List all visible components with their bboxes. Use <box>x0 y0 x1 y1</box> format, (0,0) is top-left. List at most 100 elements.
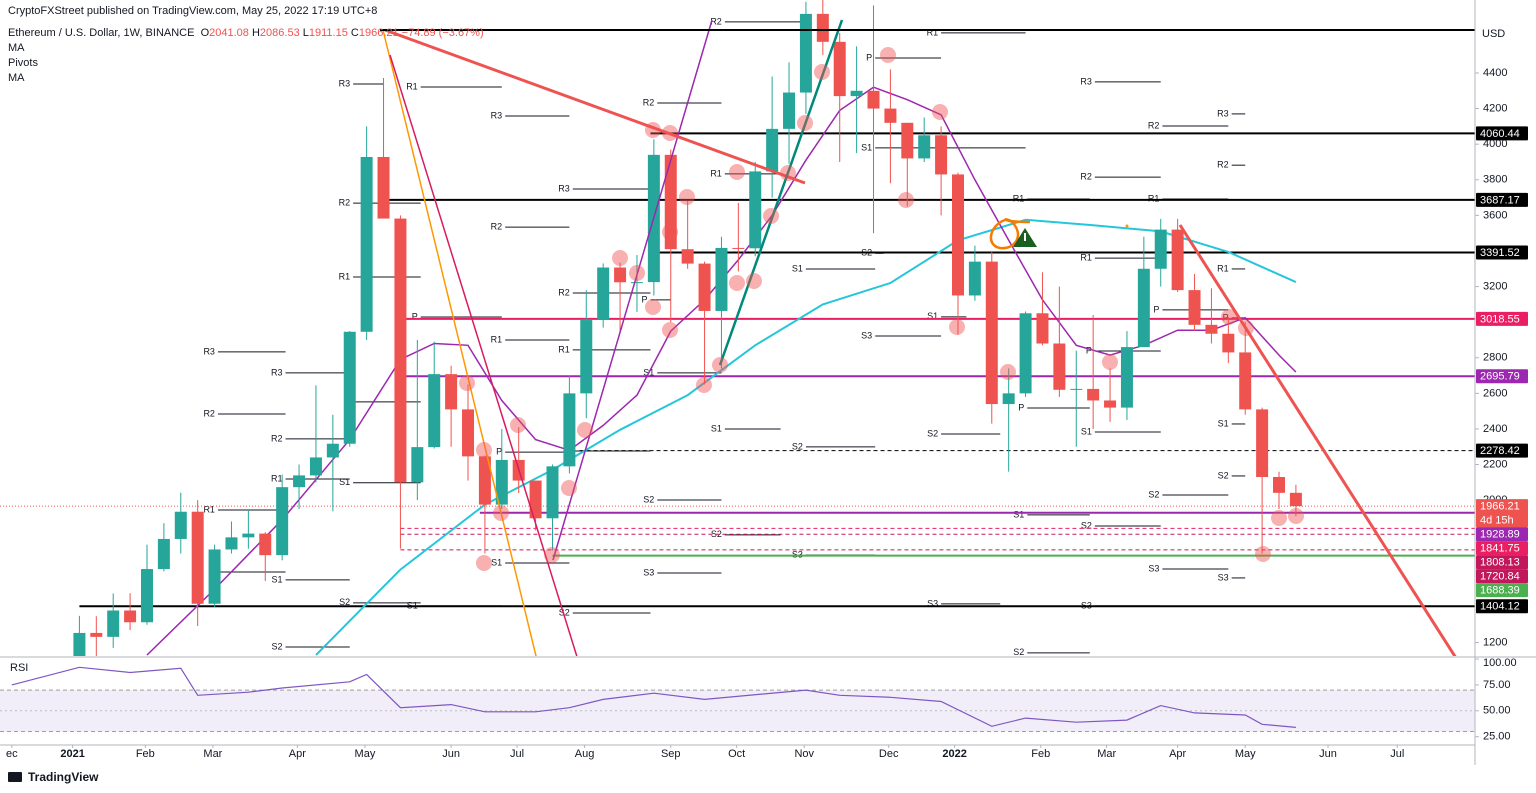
pivot-label: S2 <box>1013 647 1024 657</box>
markers <box>459 47 1304 571</box>
pivot-label: R3 <box>203 346 215 356</box>
x-tick-label: Jun <box>442 748 460 760</box>
pivot-label: P <box>412 311 418 321</box>
x-tick-label: Feb <box>136 748 155 760</box>
pivot-label: S1 <box>1218 418 1229 428</box>
pivot-label: S3 <box>643 567 654 577</box>
candle-body <box>107 610 120 637</box>
pivot-label: R2 <box>491 221 503 231</box>
pivot-label: R2 <box>339 197 351 207</box>
publisher: CryptoFXStreet published on TradingView.… <box>8 5 378 17</box>
brand-name: TradingView <box>28 770 99 784</box>
candle-body <box>563 393 576 467</box>
candle-body <box>1087 388 1100 401</box>
pivot-label: R3 <box>339 78 351 88</box>
pivot-label: S3 <box>1218 572 1229 582</box>
pivot-label: S2 <box>792 441 803 451</box>
candle-body <box>1002 393 1015 405</box>
pivot-label: P <box>866 52 872 62</box>
candle-body <box>73 632 86 656</box>
axes: 1200200022002400260028003200360038004000… <box>0 0 1536 765</box>
dot <box>1125 224 1129 228</box>
price-label-box <box>1476 499 1528 528</box>
pivot-label: R2 <box>710 16 722 26</box>
price-label-box <box>1476 126 1528 141</box>
pivot-label: R1 <box>406 81 418 91</box>
price-label: 1966.21 <box>1480 501 1520 513</box>
candle-body <box>445 374 458 410</box>
pivot-label: S2 <box>339 597 350 607</box>
candle-body <box>681 249 694 264</box>
pivot-label: R1 <box>271 473 283 483</box>
candle-body <box>495 459 508 505</box>
candle-body <box>1137 268 1150 348</box>
trendline <box>552 19 713 561</box>
candle-body <box>462 409 475 457</box>
legend: CryptoFXStreet published on TradingView.… <box>8 4 484 86</box>
pivot-label: R1 <box>1080 252 1092 262</box>
trendline <box>382 29 537 656</box>
countdown-label: 4d 15h <box>1480 515 1514 527</box>
pivot-label: R1 <box>1013 193 1025 203</box>
change: −74.89 (−3.67%) <box>401 27 484 39</box>
legend-entry: MA <box>8 42 25 54</box>
candle-body <box>546 466 559 519</box>
candle-body <box>614 267 627 283</box>
candle-body <box>1154 229 1167 269</box>
x-tick-label: Jul <box>1390 748 1404 760</box>
ohlc-key: C <box>350 27 359 39</box>
candle-body <box>478 456 491 505</box>
price-label: 3687.17 <box>1480 194 1520 206</box>
price-label-box <box>1476 245 1528 260</box>
rsi-line <box>11 666 1296 728</box>
rsi-title: RSI <box>10 662 28 674</box>
price-label-box <box>1476 527 1528 542</box>
x-tick-label: Mar <box>203 748 222 760</box>
y-tick-label: 3800 <box>1483 174 1507 186</box>
pivot-label: R2 <box>558 287 570 297</box>
pivot-label: S1 <box>927 311 938 321</box>
price-label: 1808.13 <box>1480 557 1520 569</box>
price-label-box <box>1476 555 1528 570</box>
trendline <box>718 19 844 366</box>
pivot-label: P <box>1223 312 1229 322</box>
candle-body <box>884 108 897 123</box>
candle-body <box>1205 324 1218 334</box>
price-label: 4060.44 <box>1480 128 1520 140</box>
symbol-row: Ethereum / U.S. Dollar, 1W, BINANCE O204… <box>8 26 484 41</box>
y-tick-label: 4000 <box>1483 138 1507 150</box>
price-label: 3018.55 <box>1480 313 1520 325</box>
candle-body <box>968 261 981 296</box>
x-tick-label: Mar <box>1097 748 1116 760</box>
pivot-label: R1 <box>491 334 503 344</box>
y-tick-label: 2200 <box>1483 458 1507 470</box>
x-tick-label: Apr <box>289 748 306 760</box>
price-label-box <box>1476 583 1528 598</box>
candle-body <box>698 263 711 311</box>
drawings <box>380 19 1475 656</box>
candle-body <box>783 92 796 129</box>
pivot-label: R2 <box>1080 171 1092 181</box>
pivot-label: S1 <box>1081 426 1092 436</box>
pivot-label: S2 <box>643 494 654 504</box>
candle-body <box>1120 347 1133 408</box>
rsi-pane <box>0 666 1475 733</box>
price-label: 1928.89 <box>1480 529 1520 541</box>
pivot-label: R1 <box>339 271 351 281</box>
candle-body <box>225 537 238 550</box>
ohlc-value: 2086.53 <box>259 27 300 39</box>
x-tick-label: May <box>355 748 376 760</box>
candle-body <box>191 511 204 604</box>
candle-body <box>394 218 407 483</box>
pivot-label: R3 <box>271 367 283 377</box>
price-label-box <box>1476 541 1528 556</box>
highlight-circle <box>989 218 1031 250</box>
pivot-label: R1 <box>203 504 215 514</box>
pivot-label: S1 <box>272 574 283 584</box>
price-label-box <box>1476 192 1528 207</box>
pivot-label: S1 <box>491 557 502 567</box>
price-label-box <box>1476 443 1528 458</box>
pivot-label: S2 <box>272 641 283 651</box>
pivot-label: P <box>496 446 502 456</box>
